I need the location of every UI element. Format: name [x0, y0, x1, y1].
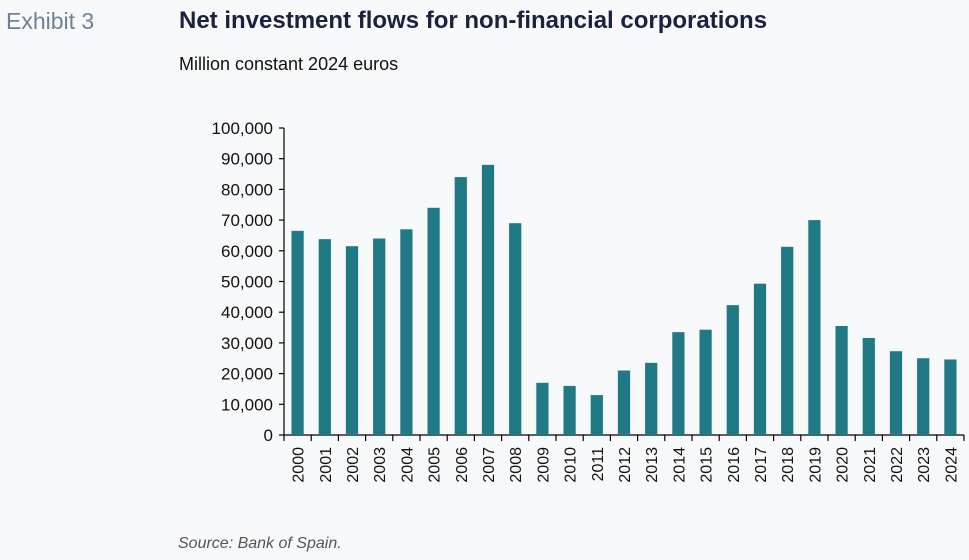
bar-2024 — [944, 359, 957, 435]
x-tick-label: 2019 — [807, 447, 824, 483]
bar-2008 — [509, 223, 522, 435]
y-tick-label: 50,000 — [221, 273, 273, 292]
y-tick-label: 40,000 — [221, 303, 273, 322]
x-tick-label: 2007 — [481, 447, 498, 483]
x-axis: 2000 2001 2002 2003 2004 2005 2006 2007 2008 2009… — [283, 434, 965, 483]
chart-title: Net investment flows for non-financial c… — [179, 7, 768, 34]
x-tick-label: 2006 — [454, 447, 471, 483]
bar-2017 — [753, 283, 767, 435]
bar-2005 — [427, 207, 440, 435]
bar-2022 — [889, 351, 903, 435]
y-axis: 0 10,000 20,000 30,000 40,000 50,000 60,000 70,… — [212, 119, 285, 445]
x-tick-label: 2017 — [753, 447, 770, 483]
x-tick-label: 2022 — [889, 447, 906, 483]
y-tick-label: 60,000 — [221, 242, 273, 261]
x-tick-label: 2005 — [427, 447, 444, 483]
x-tick-label: 2018 — [780, 447, 797, 483]
bar-2001 — [318, 239, 331, 435]
x-tick-label: 2003 — [372, 447, 389, 483]
x-tick-label: 2020 — [835, 447, 852, 483]
bar-2012 — [617, 370, 631, 435]
x-tick-label: 2014 — [671, 447, 688, 483]
bar-2015 — [699, 329, 712, 435]
bar-2010 — [563, 385, 576, 435]
y-tick-label: 10,000 — [221, 395, 273, 414]
source-note: Source: Bank of Spain. — [178, 535, 342, 552]
chart-subtitle: Million constant 2024 euros — [179, 54, 399, 74]
bar-2000 — [291, 230, 304, 435]
x-tick-label: 2021 — [862, 447, 879, 483]
bar-2018 — [781, 246, 794, 435]
x-tick-label: 2015 — [699, 447, 716, 483]
bars — [291, 164, 957, 435]
bar-2013 — [645, 362, 658, 435]
x-tick-label: 2009 — [535, 447, 552, 483]
bar-2011 — [590, 395, 603, 435]
x-tick-label: 2001 — [318, 447, 335, 483]
bar-2002 — [345, 246, 359, 435]
bar-2019 — [808, 220, 821, 435]
bar-2009 — [536, 382, 549, 435]
x-tick-label: 2013 — [644, 447, 661, 483]
y-tick-label: 30,000 — [221, 334, 273, 353]
bar-2021 — [862, 337, 875, 435]
x-tick-label: 2011 — [590, 447, 607, 482]
x-tick-label: 2008 — [508, 447, 525, 483]
y-tick-label: 20,000 — [221, 365, 273, 384]
bar-2006 — [454, 177, 467, 435]
exhibit-label: Exhibit 3 — [6, 8, 95, 34]
y-tick-label: 100,000 — [212, 119, 273, 138]
x-tick-label: 2023 — [916, 447, 933, 483]
bar-2003 — [373, 238, 386, 435]
x-tick-label: 2016 — [726, 447, 743, 483]
bar-2007 — [481, 164, 495, 435]
x-tick-label: 2000 — [291, 447, 308, 483]
x-tick-label: 2002 — [345, 447, 362, 483]
x-tick-label: 2004 — [399, 447, 416, 483]
bar-2020 — [835, 326, 848, 435]
bar-2014 — [672, 332, 685, 435]
x-tick-label: 2024 — [943, 447, 960, 483]
y-tick-label: 80,000 — [221, 180, 273, 199]
y-tick-label: 70,000 — [221, 211, 273, 230]
bar-2004 — [400, 229, 413, 435]
x-tick-label: 2012 — [617, 447, 634, 483]
y-tick-label: 90,000 — [221, 150, 273, 169]
x-tick-label: 2010 — [563, 447, 580, 483]
y-tick-label: 0 — [264, 426, 273, 445]
bar-2016 — [726, 305, 739, 435]
bar-2023 — [917, 358, 930, 435]
